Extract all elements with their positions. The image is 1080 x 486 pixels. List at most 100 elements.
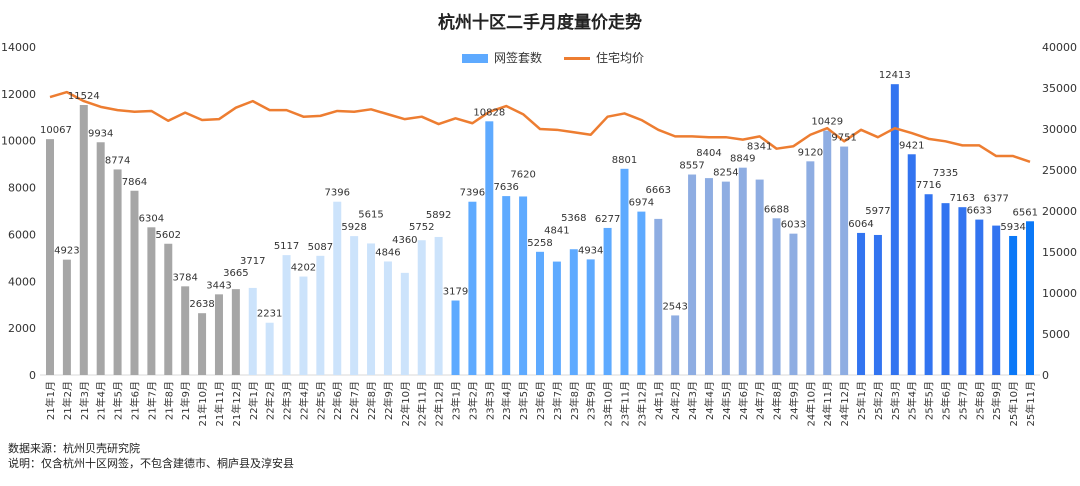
data-label: 3179 [443, 287, 468, 298]
data-label: 9120 [798, 147, 823, 158]
data-label: 6377 [983, 194, 1008, 205]
x-tick-label: 21年11月 [213, 381, 226, 426]
x-tick-label: 23年5月 [517, 381, 530, 420]
chart-title: 杭州十区二手月度量价走势 [438, 13, 642, 33]
bar [907, 154, 916, 375]
bar [214, 294, 223, 375]
data-label: 5087 [308, 242, 333, 253]
x-tick-label: 23年1月 [450, 381, 463, 420]
x-tick-label: 21年10月 [196, 381, 209, 426]
price-line [49, 90, 1031, 163]
bar [485, 121, 494, 375]
data-label: 6633 [967, 206, 992, 217]
legend-item-line: 住宅均价 [564, 49, 644, 66]
data-label: 10828 [473, 107, 505, 118]
data-label: 9934 [88, 128, 113, 139]
data-label: 6663 [646, 185, 671, 196]
bar [248, 287, 257, 375]
data-label: 7864 [122, 177, 147, 188]
x-tick-label: 22年9月 [382, 381, 395, 420]
bar [721, 181, 730, 375]
data-label: 5602 [156, 230, 181, 241]
x-tick-label: 22年12月 [433, 381, 446, 426]
data-label: 4841 [544, 226, 569, 237]
x-tick-label: 24年10月 [804, 381, 817, 426]
data-label: 3665 [223, 268, 248, 279]
data-label: 3784 [172, 272, 197, 283]
data-label: 5892 [426, 210, 451, 221]
bar [873, 234, 882, 375]
x-tick-label: 22年8月 [365, 381, 378, 420]
data-label: 5615 [358, 209, 383, 220]
right-axis-tick: 15000 [1042, 246, 1077, 259]
bar [282, 255, 291, 375]
bar [147, 227, 156, 375]
bar [890, 84, 899, 375]
x-tick-label: 23年6月 [534, 381, 547, 420]
right-axis-tick: 0 [1042, 369, 1049, 382]
x-tick-label: 24年11月 [821, 381, 834, 426]
data-label: 6277 [595, 214, 620, 225]
x-tick-label: 24年3月 [686, 381, 699, 420]
right-axis-tick: 35000 [1042, 82, 1077, 95]
left-axis-tick: 10000 [1, 135, 36, 148]
data-label: 11524 [68, 91, 100, 102]
x-tick-label: 22年2月 [264, 381, 277, 420]
right-axis-tick: 20000 [1042, 205, 1077, 218]
data-label: 8774 [105, 155, 130, 166]
bar [552, 261, 561, 375]
x-tick-label: 23年8月 [568, 381, 581, 420]
x-tick-label: 24年2月 [669, 381, 682, 420]
data-label: 7335 [933, 168, 958, 179]
x-tick-label: 23年10月 [602, 381, 615, 426]
x-tick-label: 24年6月 [737, 381, 750, 420]
data-label: 2543 [662, 301, 687, 312]
data-label: 6304 [139, 213, 164, 224]
x-tick-label: 25年8月 [973, 381, 986, 420]
data-label: 5928 [341, 222, 366, 233]
bar [536, 251, 544, 375]
legend: 网签套数 住宅均价 [462, 49, 644, 66]
right-axis-tick: 10000 [1042, 287, 1077, 300]
bar [992, 225, 1001, 375]
data-label: 9421 [899, 140, 924, 151]
data-label: 7396 [325, 188, 350, 199]
bar [603, 227, 612, 375]
bar [755, 179, 764, 375]
data-label: 8254 [713, 168, 738, 179]
x-tick-label: 24年12月 [838, 381, 851, 426]
bar [738, 167, 747, 375]
bar [924, 194, 933, 375]
legend-label-bar: 网签套数 [494, 51, 543, 65]
bar [502, 196, 511, 375]
bar [620, 168, 629, 375]
data-label: 5934 [1000, 222, 1025, 233]
data-label: 4934 [578, 245, 603, 256]
x-tick-label: 23年7月 [551, 381, 564, 420]
x-tick-label: 22年7月 [348, 381, 361, 420]
bar [316, 255, 325, 375]
data-label: 8341 [747, 142, 772, 153]
x-tick-label: 22年6月 [331, 381, 344, 420]
legend-swatch-line [564, 57, 591, 60]
x-tick-label: 22年11月 [416, 381, 429, 426]
data-label: 6033 [781, 220, 806, 231]
data-label: 4360 [392, 235, 417, 246]
bar [434, 236, 443, 375]
x-tick-label: 24年5月 [720, 381, 733, 420]
x-tick-label: 23年2月 [466, 381, 479, 420]
bar [772, 218, 781, 375]
left-axis-tick: 8000 [8, 182, 36, 195]
source-note: 数据来源：杭州贝壳研究院 [8, 442, 140, 455]
data-label: 10429 [811, 117, 843, 128]
bar [671, 315, 680, 375]
data-label: 3443 [206, 280, 231, 291]
x-tick-label: 25年3月 [889, 381, 902, 420]
data-label: 5117 [274, 241, 299, 252]
right-axis-tick: 40000 [1042, 41, 1077, 54]
bar [941, 203, 950, 375]
bar [519, 196, 528, 375]
x-tick-label: 22年4月 [297, 381, 310, 420]
x-tick-label: 21年8月 [162, 381, 175, 420]
